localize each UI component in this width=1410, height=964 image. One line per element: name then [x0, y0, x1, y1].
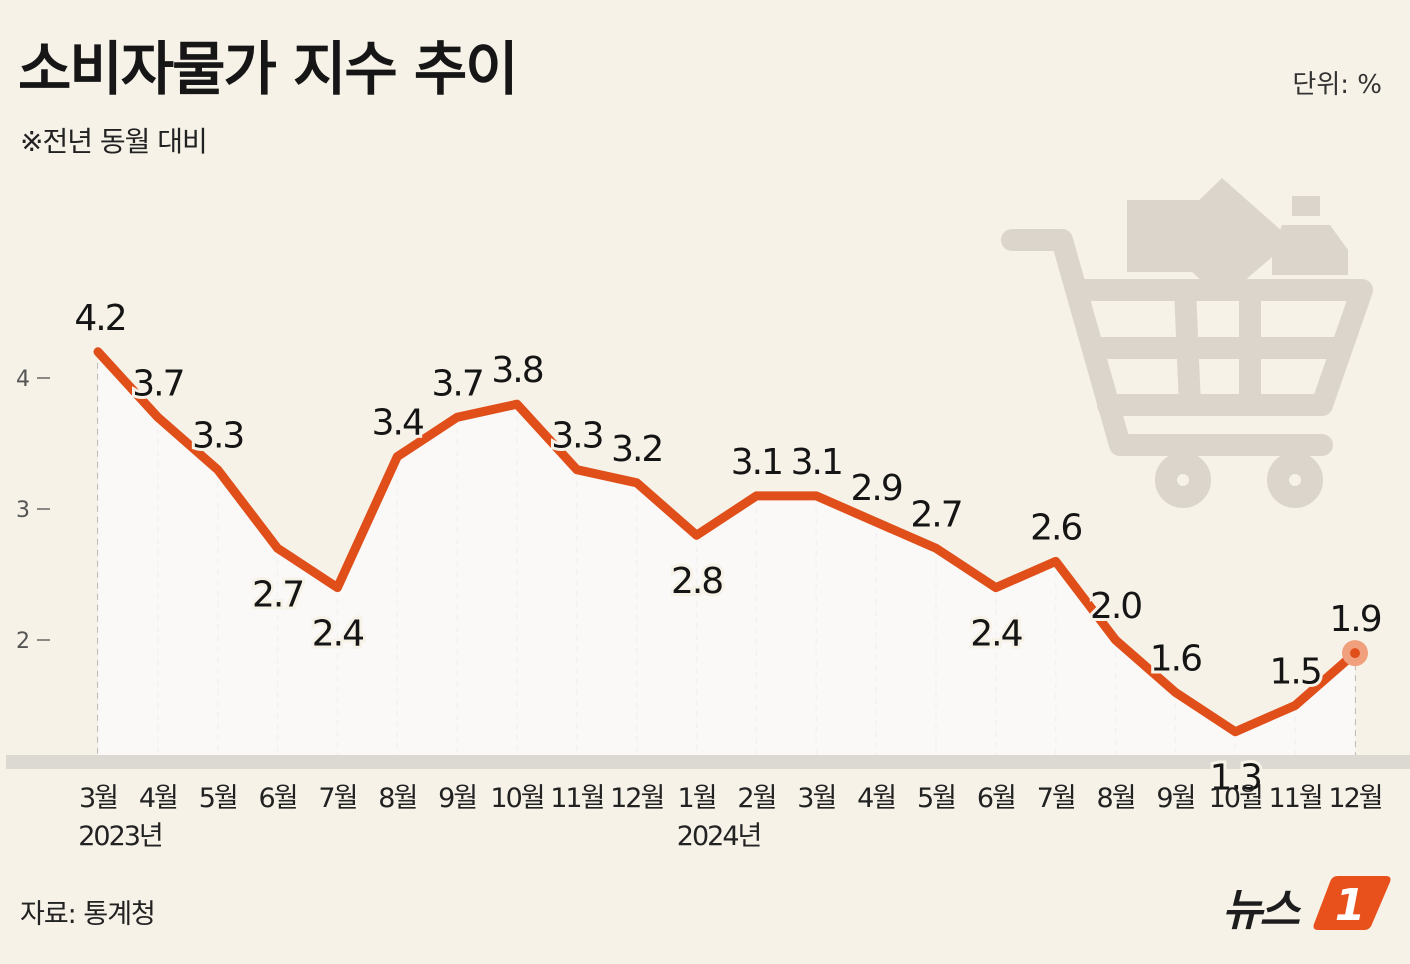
x-tick-label: 9월: [1156, 783, 1194, 814]
year-label: 2023년: [78, 821, 162, 852]
value-label: 2.8: [671, 561, 722, 602]
x-tick-label: 7월: [318, 783, 356, 814]
x-tick-label: 12월: [610, 783, 663, 814]
y-tick-label: 2: [16, 629, 30, 654]
y-tick-label: 3: [16, 498, 30, 523]
value-label: 2.9: [851, 468, 902, 509]
value-label: 1.3: [1210, 758, 1261, 799]
x-tick-label: 3월: [79, 783, 117, 814]
value-label: 3.1: [791, 442, 842, 483]
source-note: 자료: 통계청: [20, 899, 156, 930]
value-labels: 4.23.73.32.72.43.43.7 3.83.3 3.22.83.1 3.12…: [71, 295, 1385, 802]
cart-goods: [1127, 178, 1348, 300]
value-label: 2.7: [910, 494, 961, 535]
x-tick-label: 1월: [678, 783, 716, 814]
area-fill: [98, 351, 1355, 755]
x-tick-label: 10월: [490, 783, 543, 814]
y-axis: 4 3 2: [16, 367, 50, 654]
value-label: 2.6: [1030, 507, 1081, 548]
x-tick-label: 9월: [438, 783, 476, 814]
value-label: 3.7: [432, 363, 483, 404]
x-tick-label: 8월: [378, 783, 416, 814]
x-axis: 3월 4월 5월 6월 7월 8월 9월 10월 11월 12월 1월 2월 3월 4월 5월 6월 7월 8월 9…: [78, 783, 1384, 852]
y-tick-label: 4: [16, 367, 30, 392]
baseline-band: [6, 755, 1410, 769]
value-label: 3.1: [731, 442, 782, 483]
x-tick-label: 3월: [797, 783, 835, 814]
shopping-cart-icon: [1001, 229, 1373, 508]
series-line: [93, 347, 1360, 737]
x-tick-label: 8월: [1097, 783, 1135, 814]
value-label: 3.8: [491, 350, 542, 391]
value-label: 3.4: [372, 403, 423, 444]
x-tick-label: 4월: [139, 783, 177, 814]
x-tick-label: 5월: [199, 783, 237, 814]
value-label: 3.3: [192, 416, 243, 457]
logo-text: 뉴스: [1222, 885, 1300, 936]
value-label: 2.0: [1090, 586, 1141, 627]
x-tick-label: 2월: [737, 783, 775, 814]
x-tick-label: 6월: [259, 783, 297, 814]
x-tick-label: 7월: [1037, 783, 1075, 814]
x-tick-label: 10월: [1209, 783, 1262, 814]
last-point-dot: [1350, 648, 1360, 659]
x-tick-label: 11월: [1269, 783, 1322, 814]
value-label: 4.2: [74, 298, 125, 339]
value-label: 2.4: [312, 614, 363, 655]
value-label: 3.7: [132, 363, 183, 404]
value-label: 3.3: [551, 416, 602, 457]
x-tick-label: 11월: [550, 783, 603, 814]
news1-logo-icon: 뉴스 1: [1222, 868, 1392, 936]
value-label: 1.6: [1150, 638, 1201, 679]
x-tick-label: 5월: [917, 783, 955, 814]
chart-subtitle: ※전년 동월 대비: [20, 125, 208, 158]
logo-mark-text: 1: [1335, 880, 1366, 931]
value-label: 2.7: [252, 574, 303, 615]
year-label: 2024년: [677, 821, 761, 852]
value-label: 1.9: [1329, 599, 1380, 640]
x-tick-label: 4월: [857, 783, 895, 814]
unit-label: 단위: %: [1292, 70, 1382, 100]
value-label: 3.2: [611, 429, 662, 470]
x-tick-label: 6월: [977, 783, 1015, 814]
x-tick-label: 12월: [1328, 783, 1381, 814]
value-label: 1.5: [1270, 652, 1321, 693]
value-label: 2.4: [970, 614, 1021, 655]
data-points: [1342, 640, 1368, 667]
logo-mark: 1: [1313, 876, 1391, 931]
chart-title: 소비자물가 지수 추이: [18, 35, 519, 103]
